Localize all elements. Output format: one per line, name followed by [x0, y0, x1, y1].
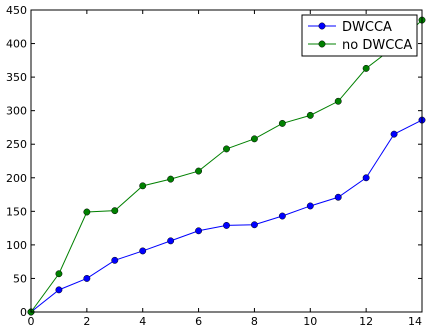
data-point-dwcca: [223, 221, 230, 229]
legend-marker-dwcca: [318, 22, 326, 30]
data-point-no-dwcca: [223, 145, 230, 153]
data-point-dwcca: [362, 174, 370, 182]
y-tick-label: 100: [6, 239, 27, 252]
legend-label-no-dwcca: no DWCCA: [342, 38, 412, 53]
y-axis-ticks: 0 50 100 150 200 250 300 350 400 450: [6, 4, 422, 319]
data-point-no-dwcca: [139, 182, 147, 190]
y-tick-label: 250: [6, 138, 27, 151]
data-point-no-dwcca: [55, 270, 63, 278]
data-point-dwcca: [306, 202, 314, 210]
data-point-dwcca: [195, 227, 203, 235]
x-tick-label: 8: [251, 315, 258, 328]
data-point-no-dwcca: [83, 208, 91, 216]
legend-box: [301, 14, 418, 57]
x-tick-label: 12: [359, 315, 373, 328]
data-point-no-dwcca: [195, 167, 203, 175]
data-point-no-dwcca: [278, 119, 286, 127]
y-tick-label: 450: [6, 4, 27, 17]
x-tick-label: 10: [303, 315, 317, 328]
legend-label-dwcca: DWCCA: [342, 20, 392, 35]
data-point-no-dwcca: [362, 64, 370, 72]
y-tick-label: 400: [6, 38, 27, 51]
plot-area: [31, 10, 422, 312]
data-point-dwcca: [83, 274, 91, 282]
data-point-dwcca: [55, 286, 63, 294]
y-tick-label: 50: [13, 272, 27, 285]
x-tick-label: 0: [28, 315, 35, 328]
y-tick-label: 200: [6, 172, 27, 185]
legend-marker-no-dwcca: [318, 40, 326, 48]
x-tick-label: 6: [195, 315, 202, 328]
data-point-no-dwcca: [306, 111, 314, 119]
data-point-no-dwcca: [250, 135, 258, 143]
data-point-dwcca: [390, 130, 398, 138]
x-tick-label: 4: [139, 315, 146, 328]
data-point-dwcca: [250, 221, 258, 229]
plot-frame: [30, 9, 423, 313]
data-point-no-dwcca: [111, 207, 119, 215]
data-point-dwcca: [167, 237, 175, 245]
data-point-dwcca: [139, 247, 147, 255]
y-tick-label: 150: [6, 205, 27, 218]
data-point-dwcca: [334, 193, 342, 201]
x-tick-label: 2: [83, 315, 90, 328]
data-point-dwcca: [111, 256, 119, 264]
data-point-dwcca: [278, 212, 286, 220]
y-tick-label: 0: [20, 306, 27, 319]
x-tick-label: 14: [408, 315, 422, 328]
legend: DWCCA no DWCCA: [301, 14, 418, 57]
data-point-no-dwcca: [167, 175, 175, 183]
data-point-no-dwcca: [334, 97, 342, 105]
y-tick-label: 300: [6, 105, 27, 118]
y-tick-label: 350: [6, 71, 27, 84]
